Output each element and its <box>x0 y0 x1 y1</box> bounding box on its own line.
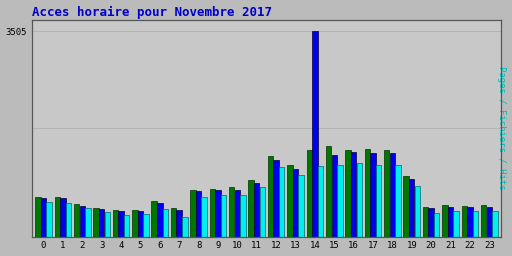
Bar <box>429 208 434 237</box>
Bar <box>390 153 395 237</box>
Bar <box>118 211 124 237</box>
Bar <box>356 163 362 237</box>
Bar <box>221 195 226 237</box>
Bar <box>365 149 370 237</box>
Bar <box>395 165 401 237</box>
Bar <box>307 150 312 237</box>
Bar <box>287 165 292 237</box>
Bar <box>312 31 317 237</box>
Bar <box>370 153 376 237</box>
Bar <box>202 197 207 237</box>
Bar <box>423 207 428 237</box>
Bar <box>113 210 118 237</box>
Bar <box>152 201 157 237</box>
Bar <box>163 209 168 237</box>
Bar <box>384 150 390 237</box>
Bar <box>337 165 343 237</box>
Bar <box>442 205 447 237</box>
Bar <box>93 208 99 237</box>
Bar <box>47 202 52 237</box>
Bar <box>403 176 409 237</box>
Bar <box>351 152 356 237</box>
Bar <box>35 197 40 237</box>
Bar <box>190 190 196 237</box>
Bar <box>331 155 337 237</box>
Bar <box>248 180 254 237</box>
Bar <box>60 198 66 237</box>
Bar <box>85 208 91 237</box>
Bar <box>326 146 331 237</box>
Bar <box>415 186 420 237</box>
Bar <box>293 169 298 237</box>
Bar <box>273 160 279 237</box>
Bar <box>318 166 323 237</box>
Bar <box>454 211 459 237</box>
Bar <box>260 187 265 237</box>
Bar <box>467 207 473 237</box>
Bar <box>434 213 439 237</box>
Bar <box>461 206 467 237</box>
Bar <box>486 207 492 237</box>
Bar <box>345 151 351 237</box>
Y-axis label: Pages / Fichiers / Hits: Pages / Fichiers / Hits <box>498 66 506 190</box>
Text: Acces horaire pour Novembre 2017: Acces horaire pour Novembre 2017 <box>32 6 272 19</box>
Bar <box>234 190 240 237</box>
Bar <box>138 211 143 237</box>
Bar <box>171 208 176 237</box>
Bar <box>104 212 110 237</box>
Bar <box>268 156 273 237</box>
Bar <box>409 179 414 237</box>
Bar <box>99 209 104 237</box>
Bar <box>492 211 498 237</box>
Bar <box>74 204 79 237</box>
Bar <box>157 203 162 237</box>
Bar <box>41 198 46 237</box>
Bar <box>66 203 71 237</box>
Bar <box>182 217 187 237</box>
Bar <box>196 191 201 237</box>
Bar <box>279 167 285 237</box>
Bar <box>177 210 182 237</box>
Bar <box>124 215 130 237</box>
Bar <box>473 211 478 237</box>
Bar <box>481 205 486 237</box>
Bar <box>143 214 149 237</box>
Bar <box>229 187 234 237</box>
Bar <box>254 183 260 237</box>
Bar <box>209 188 215 237</box>
Bar <box>79 206 85 237</box>
Bar <box>55 197 60 237</box>
Bar <box>298 175 304 237</box>
Bar <box>448 207 453 237</box>
Bar <box>215 190 221 237</box>
Bar <box>132 210 138 237</box>
Bar <box>240 195 246 237</box>
Bar <box>376 165 381 237</box>
